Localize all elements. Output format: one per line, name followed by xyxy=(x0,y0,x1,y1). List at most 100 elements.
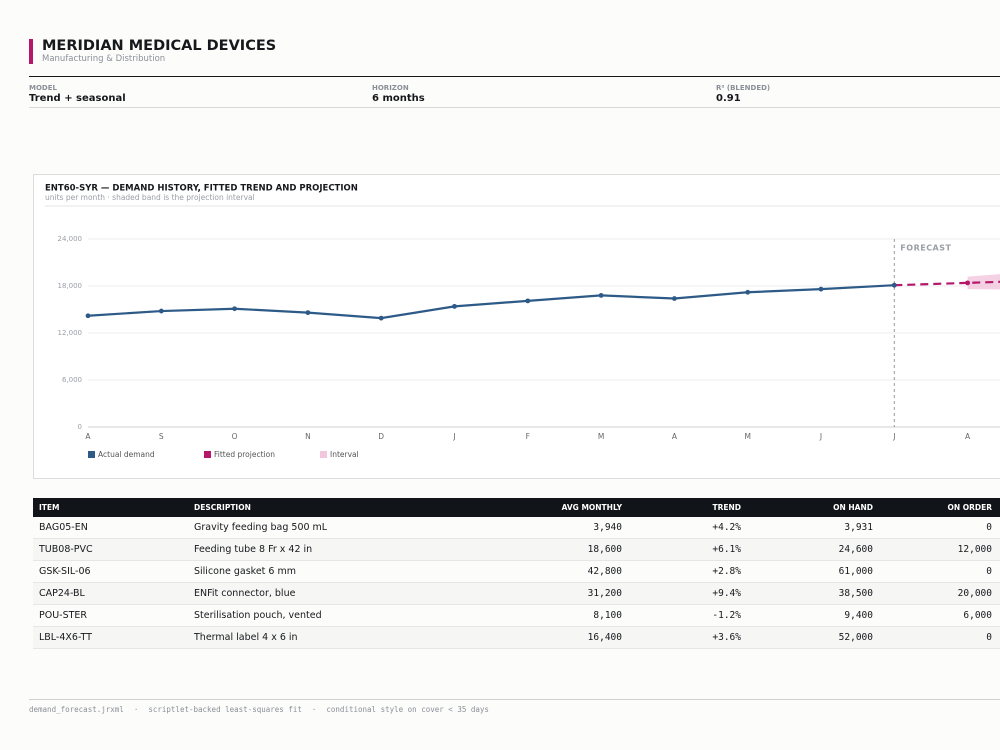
table-cell: 12,000 xyxy=(879,538,998,561)
legend-label: Interval xyxy=(330,450,359,459)
x-tick-label: J xyxy=(452,432,455,441)
table-cell: 61,000 xyxy=(747,560,879,583)
table-row: TUB08-PVC Feeding tube 8 Fr x 42 in 18,600… xyxy=(33,538,1000,561)
report-title: MERIDIAN MEDICAL DEVICES xyxy=(42,38,277,54)
table-cell: CAP24-BL xyxy=(33,582,188,605)
table-cell: TUB08-PVC xyxy=(33,538,188,561)
meta-value: 6 months xyxy=(372,93,425,104)
data-point xyxy=(598,293,604,298)
data-point xyxy=(232,306,238,312)
x-tick-label: S xyxy=(159,432,164,441)
table-cell: 20,000 xyxy=(879,582,998,605)
table-cell: +2.8% xyxy=(628,560,747,583)
table-cell: BAG05-EN xyxy=(33,517,188,539)
series-line xyxy=(87,284,895,320)
table-row: BAG05-EN Gravity feeding bag 500 mL 3,940 +… xyxy=(33,517,1000,539)
x-tick-label: M xyxy=(598,432,604,441)
table-cell: +6.1% xyxy=(628,538,747,561)
table-cell: +3.6% xyxy=(628,626,747,649)
table-row: GSK-SIL-06 Silicone gasket 6 mm 42,800 +2.8… xyxy=(33,560,1000,583)
column-header: TREND xyxy=(628,498,747,517)
footer-part: conditional style on cover < 35 days xyxy=(326,705,489,714)
table-cell: 38,500 xyxy=(747,582,879,605)
column-header: AVG MONTHLY xyxy=(510,498,628,517)
table-cell: ENFit connector, blue xyxy=(188,582,510,605)
data-point xyxy=(305,310,311,316)
table-cell: 42,800 xyxy=(510,560,628,583)
table-cell: +4.2% xyxy=(628,517,747,539)
footer-separator: · xyxy=(133,705,139,714)
table-cell: 31,200 xyxy=(510,582,628,605)
data-point xyxy=(452,303,457,309)
footer: demand_forecast.jrxml · scriptlet-backed l… xyxy=(29,705,499,714)
x-tick-label: A xyxy=(85,432,91,441)
table-cell: 3,940 xyxy=(510,517,628,539)
data-point xyxy=(158,308,164,314)
meta-value: 0.91 xyxy=(716,93,741,104)
footer-separator: · xyxy=(311,705,317,714)
x-tick-label: N xyxy=(305,432,311,441)
y-tick-label: 12,000 xyxy=(58,329,83,337)
legend-swatch xyxy=(88,451,95,458)
table-cell: Silicone gasket 6 mm xyxy=(188,560,510,583)
meta-label: MODEL xyxy=(29,84,57,92)
table-row: POU-STER Sterilisation pouch, vented 8,100… xyxy=(33,604,1000,627)
data-point xyxy=(965,280,970,286)
table-cell: 0 xyxy=(879,517,998,539)
table-cell-spacer xyxy=(998,582,1000,605)
report-subtitle: Manufacturing & Distribution xyxy=(42,54,166,64)
header-rule xyxy=(29,76,1000,77)
table-cell: +9.4% xyxy=(628,582,747,605)
x-tick-label: A xyxy=(672,432,678,441)
y-tick-label: 24,000 xyxy=(58,235,83,243)
table-cell: 6,000 xyxy=(879,604,998,627)
legend-label: Actual demand xyxy=(98,450,155,459)
chart-card xyxy=(33,174,1000,479)
chart-subtitle: units per month · shaded band is the pro… xyxy=(45,193,255,202)
data-point xyxy=(378,315,384,321)
data-point xyxy=(745,289,751,295)
legend-label: Fitted projection xyxy=(214,450,275,459)
x-tick-label: J xyxy=(819,432,822,441)
meta-value: Trend + seasonal xyxy=(29,93,126,104)
interval-band xyxy=(967,274,1000,290)
data-point xyxy=(85,313,91,319)
accent-bar xyxy=(29,39,33,64)
chart-title: ENT60-SYR — DEMAND HISTORY, FITTED TREND… xyxy=(45,184,358,194)
table-cell: Thermal label 4 x 6 in xyxy=(188,626,510,649)
table-cell: 16,400 xyxy=(510,626,628,649)
table-cell-spacer xyxy=(998,517,1000,539)
table-cell: 3,931 xyxy=(747,517,879,539)
x-tick-label: F xyxy=(526,432,530,441)
x-tick-label: D xyxy=(378,432,384,441)
table-cell: 0 xyxy=(879,560,998,583)
table-cell: Feeding tube 8 Fr x 42 in xyxy=(188,538,510,561)
table-cell: 8,100 xyxy=(510,604,628,627)
column-header: ITEM xyxy=(33,498,188,517)
table-cell: 52,000 xyxy=(747,626,879,649)
x-tick-label: O xyxy=(232,432,238,441)
table-cell: Sterilisation pouch, vented xyxy=(188,604,510,627)
legend-swatch xyxy=(204,451,211,458)
column-header: ON HAND xyxy=(747,498,879,517)
table-cell-spacer xyxy=(998,538,1000,561)
meta-rule xyxy=(29,107,1000,108)
data-point xyxy=(525,298,531,304)
table-cell: 0 xyxy=(879,626,998,649)
footer-part: demand_forecast.jrxml xyxy=(29,705,124,714)
table-row: CAP24-BL ENFit connector, blue 31,200 +9.4%… xyxy=(33,582,1000,605)
x-tick-label: J xyxy=(892,432,895,441)
column-header: DESCRIPTION xyxy=(188,498,510,517)
data-point xyxy=(818,286,824,292)
forecast-label: FORECAST xyxy=(900,244,951,253)
y-tick-label: 18,000 xyxy=(58,282,83,290)
footer-rule xyxy=(29,699,1000,700)
table-cell-spacer xyxy=(998,604,1000,627)
table-cell-spacer xyxy=(998,626,1000,649)
x-tick-label: A xyxy=(965,432,971,441)
table-cell: -1.2% xyxy=(628,604,747,627)
meta-label: R² (BLENDED) xyxy=(716,84,771,92)
data-point xyxy=(891,282,897,288)
column-header: ON ORDER xyxy=(879,498,998,517)
